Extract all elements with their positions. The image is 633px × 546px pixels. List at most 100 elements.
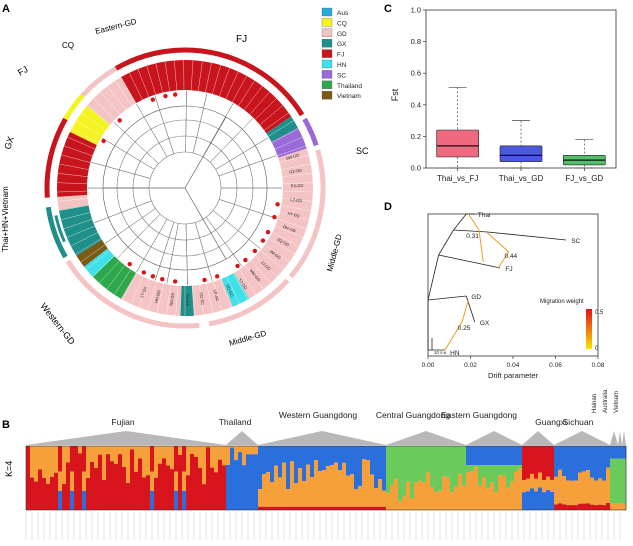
admixture-bar-segment	[118, 454, 123, 510]
tree-branch	[140, 142, 160, 162]
admixture-bar-segment	[334, 462, 339, 507]
tip-label: Thai	[478, 212, 491, 219]
legend-label: SC	[337, 72, 346, 79]
marker-dot	[265, 229, 271, 235]
admixture-bar-segment	[150, 446, 155, 472]
admixture-bar-segment	[578, 472, 583, 504]
leaf-separator	[71, 128, 99, 143]
group-bracket	[610, 431, 618, 445]
scale-bar-label: 10 s.e.	[434, 350, 448, 355]
leaf-separator	[259, 105, 283, 125]
admixture-bar-segment	[202, 446, 207, 485]
admixture-bar-segment	[542, 446, 547, 481]
admixture-bar-segment	[566, 480, 571, 506]
leaf-separator	[113, 269, 131, 295]
leaf-label: DH-GD	[282, 224, 296, 233]
tree-branch	[91, 162, 151, 179]
tree-branch	[192, 93, 208, 153]
admixture-bar-segment	[250, 446, 255, 455]
legend-swatch	[321, 28, 333, 37]
leaf-separator	[232, 273, 249, 300]
admixture-bar-segment	[550, 491, 555, 510]
admixture-bar-segment	[478, 485, 483, 510]
tree-branch	[94, 200, 152, 223]
leaf-separator	[274, 136, 303, 150]
legend-swatch	[321, 49, 333, 58]
leaf-separator	[281, 205, 312, 211]
admixture-bar-segment	[502, 446, 507, 466]
admixture-bar-segment	[98, 446, 103, 455]
x-tick-label: 0.08	[592, 362, 605, 369]
admixture-bar-segment	[238, 446, 243, 453]
admixture-bar-segment	[466, 446, 471, 466]
admixture-bar-segment	[358, 506, 363, 510]
leaf-separator	[175, 285, 179, 316]
admixture-bar-segment	[210, 446, 215, 468]
leaf-label: SX-GD	[291, 183, 304, 188]
legend-label: GD	[337, 31, 347, 38]
admixture-bar-segment	[606, 467, 611, 503]
admixture-bar-segment	[270, 506, 275, 510]
admixture-bar-segment	[598, 504, 603, 510]
admixture-bar-segment	[502, 465, 507, 476]
legend-label: Aus	[337, 10, 349, 17]
admixture-bar-segment	[106, 446, 111, 455]
tree-branch	[132, 188, 143, 218]
fst-boxplot: 0.0 0.2 0.4 0.6 0.8 1.0 Fst Thai_vs_FJ Thai_vs_G…	[390, 6, 617, 183]
tree-branch	[150, 169, 155, 179]
admixture-bar-segment	[494, 446, 499, 466]
tree-branch	[173, 151, 186, 155]
admixture-bar-segment	[98, 454, 103, 510]
admixture-bar-segment	[562, 446, 567, 477]
admixture-bar-segment	[250, 454, 255, 510]
admixture-bar-segment	[82, 490, 87, 510]
admixture-bar-segment	[522, 492, 527, 510]
admixture-bar-segment	[258, 446, 263, 490]
admixture-bar-segment	[322, 506, 327, 510]
tree-branch	[136, 103, 168, 157]
tree-branch	[212, 199, 220, 211]
admixture-bar-segment	[570, 446, 575, 481]
legend-label: Vietnam	[337, 93, 361, 100]
admixture-bar-segment	[262, 474, 267, 507]
admixture-bar-segment	[298, 468, 303, 507]
admixture-bar-segment	[210, 467, 215, 510]
admixture-bar-segment	[534, 446, 539, 479]
admixture-bar-segment	[578, 503, 583, 510]
tree-branch	[215, 137, 269, 170]
admixture-bar-segment	[194, 457, 199, 510]
admixture-bar-segment	[118, 446, 123, 455]
admixture-bar-segment	[562, 504, 567, 510]
admixture-bar-segment	[354, 446, 359, 490]
admixture-bar-segment	[254, 446, 259, 455]
tree-branch	[178, 223, 186, 225]
admixture-bar-segment	[566, 505, 571, 510]
admixture-bar-segment	[342, 506, 347, 510]
leaf-separator	[260, 250, 284, 270]
group-label: Central Guangdong	[376, 410, 450, 420]
tree-branch	[209, 162, 217, 170]
tree-branch	[185, 222, 196, 225]
admixture-bar-segment	[174, 490, 179, 510]
admixture-bar-segment	[534, 491, 539, 510]
admixture-bar-segment	[394, 478, 399, 510]
admixture-bar-segment	[474, 446, 479, 466]
admixture-bar-segment	[262, 446, 267, 475]
admixture-bar-segment	[158, 446, 163, 464]
admixture-bar-segment	[294, 446, 299, 484]
admixture-bar-segment	[302, 506, 307, 510]
tree-branch	[150, 119, 219, 130]
admixture-bar-segment	[406, 481, 411, 510]
admixture-bar-segment	[158, 463, 163, 510]
leaf-separator	[225, 71, 239, 99]
group-label: Australia	[603, 389, 609, 413]
admixture-bar-segment	[126, 483, 131, 510]
group-label: Hainan	[592, 394, 598, 413]
admixture-bar-segment	[282, 506, 287, 510]
admixture-bar-segment	[482, 465, 487, 478]
tree-branch	[151, 200, 156, 209]
tree-branch	[175, 237, 200, 241]
admixture-bar-segment	[590, 477, 595, 505]
admixture-bar-segment	[130, 449, 135, 510]
leaf-separator	[80, 244, 106, 263]
